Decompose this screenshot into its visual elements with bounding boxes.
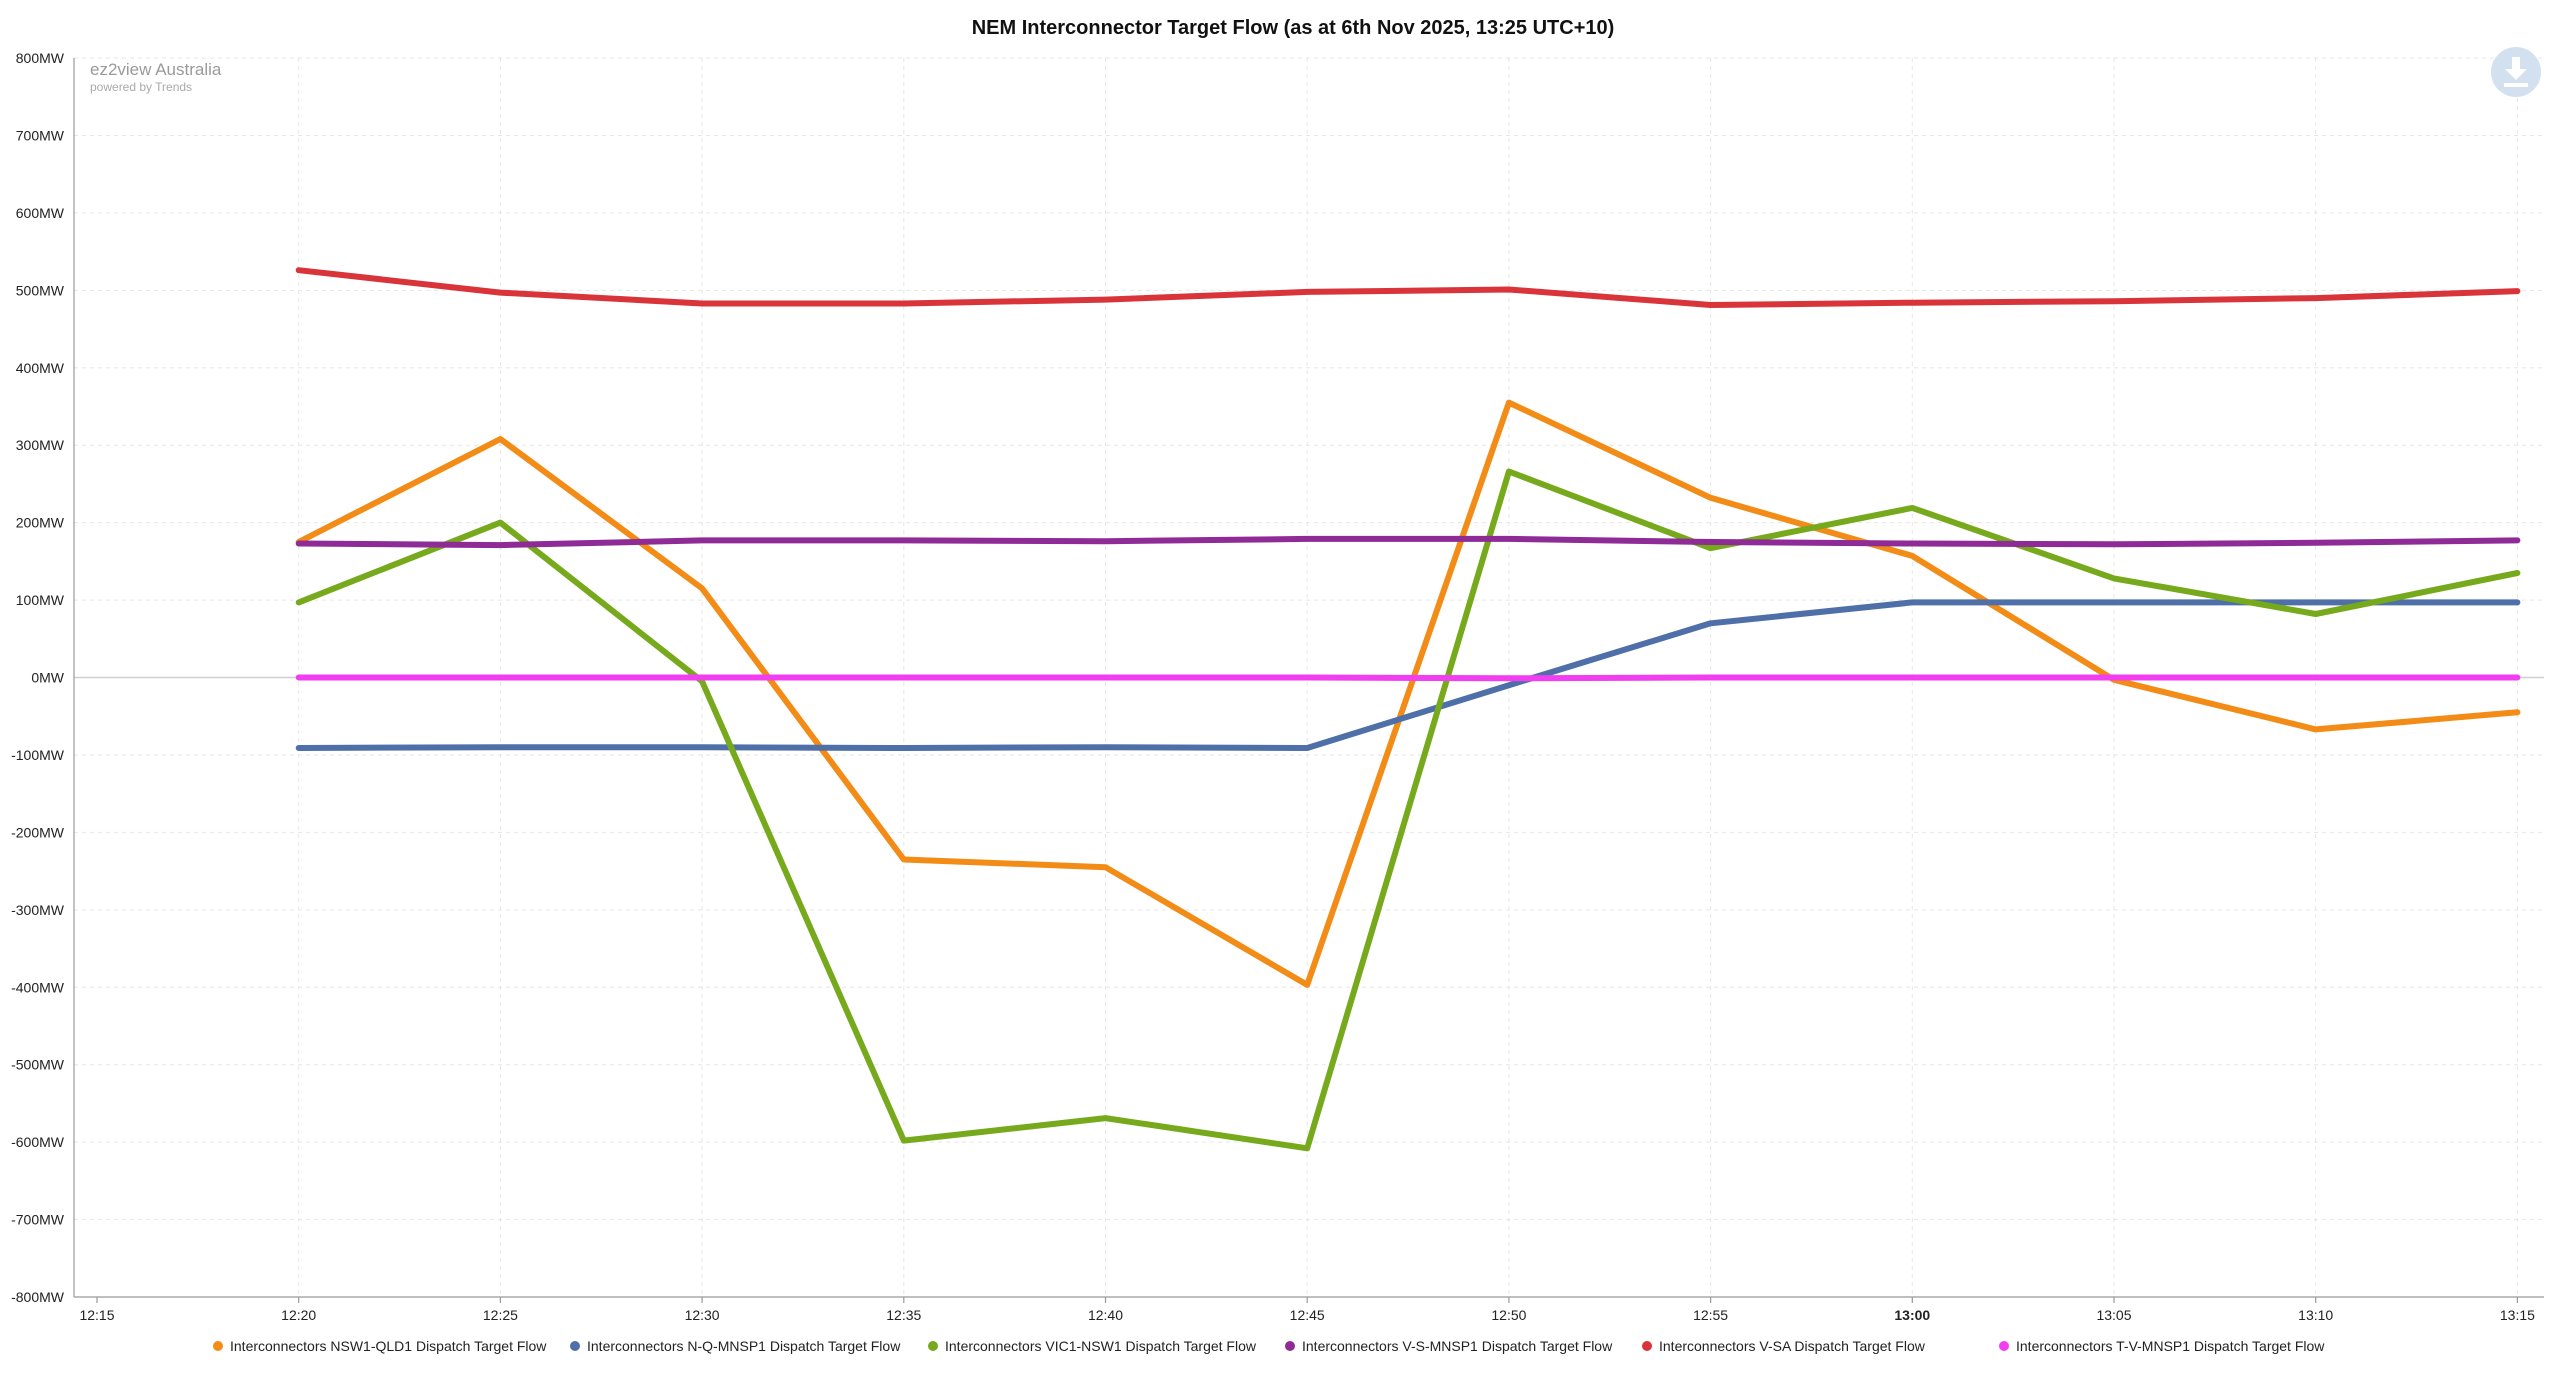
series-line-1 — [295, 399, 2521, 988]
y-tick-label: -600MW — [11, 1134, 65, 1150]
x-tick-label: 12:55 — [1693, 1307, 1728, 1323]
legend-item[interactable]: Interconnectors V-S-MNSP1 Dispatch Targe… — [1285, 1338, 1613, 1354]
x-tick-label: 12:50 — [1491, 1307, 1526, 1323]
y-tick-label: 300MW — [16, 437, 65, 453]
x-tick-label: 12:35 — [886, 1307, 921, 1323]
legend-label: Interconnectors N-Q-MNSP1 Dispatch Targe… — [587, 1338, 901, 1354]
x-tick-label: 12:15 — [79, 1307, 114, 1323]
legend-item[interactable]: Interconnectors V-SA Dispatch Target Flo… — [1642, 1338, 1926, 1354]
x-tick-label: 12:20 — [281, 1307, 316, 1323]
watermark: ez2view Australia powered by Trends — [90, 60, 222, 94]
series-line-5 — [295, 267, 2521, 308]
x-tick-label: 13:00 — [1894, 1307, 1930, 1323]
x-tick-label: 12:30 — [685, 1307, 720, 1323]
y-tick-label: -800MW — [11, 1289, 65, 1305]
y-tick-label: -700MW — [11, 1212, 65, 1228]
chart-title: NEM Interconnector Target Flow (as at 6t… — [972, 17, 1615, 39]
y-tick-label: 200MW — [16, 515, 65, 531]
y-tick-label: 0MW — [31, 670, 64, 686]
y-tick-label: 600MW — [16, 205, 65, 221]
legend-item[interactable]: Interconnectors NSW1-QLD1 Dispatch Targe… — [213, 1338, 547, 1354]
legend-marker — [928, 1341, 938, 1351]
legend-label: Interconnectors V-S-MNSP1 Dispatch Targe… — [1302, 1338, 1613, 1354]
legend-marker — [213, 1341, 223, 1351]
legend-marker — [570, 1341, 580, 1351]
y-tick-label: 800MW — [16, 50, 65, 66]
series-layer — [295, 267, 2521, 1152]
x-tick-label: 13:10 — [2298, 1307, 2333, 1323]
download-button[interactable] — [2491, 47, 2541, 97]
series-line-6 — [295, 674, 2521, 682]
x-tick-label: 13:15 — [2500, 1307, 2535, 1323]
y-tick-label: -100MW — [11, 747, 65, 763]
x-tick-label: 12:25 — [483, 1307, 518, 1323]
download-icon — [2504, 57, 2528, 87]
y-tick-label: -500MW — [11, 1057, 65, 1073]
x-tick-label: 13:05 — [2096, 1307, 2131, 1323]
legend-item[interactable]: Interconnectors T-V-MNSP1 Dispatch Targe… — [1999, 1338, 2325, 1354]
y-tick-label: 500MW — [16, 282, 65, 298]
axis-layer: 800MW 700MW 600MW 500MW 400MW 300MW 200MW 100MW… — [11, 50, 2544, 1323]
legend-label: Interconnectors T-V-MNSP1 Dispatch Targe… — [2016, 1338, 2325, 1354]
legend-marker — [1999, 1341, 2009, 1351]
y-tick-label: 400MW — [16, 360, 65, 376]
watermark-title: ez2view Australia — [90, 60, 222, 79]
y-tick-label: 700MW — [16, 127, 65, 143]
legend-label: Interconnectors NSW1-QLD1 Dispatch Targe… — [230, 1338, 547, 1354]
series-line-2 — [295, 599, 2521, 751]
series-line-3 — [295, 468, 2521, 1152]
watermark-subtitle: powered by Trends — [90, 80, 192, 94]
y-tick-label: -200MW — [11, 824, 65, 840]
legend-item[interactable]: Interconnectors N-Q-MNSP1 Dispatch Targe… — [570, 1338, 901, 1354]
y-tick-label: -300MW — [11, 902, 65, 918]
legend-label: Interconnectors V-SA Dispatch Target Flo… — [1659, 1338, 1926, 1354]
series-line-4 — [295, 535, 2521, 549]
legend: Interconnectors NSW1-QLD1 Dispatch Targe… — [213, 1338, 2325, 1354]
y-tick-label: 100MW — [16, 592, 65, 608]
x-tick-label: 12:40 — [1088, 1307, 1123, 1323]
legend-marker — [1642, 1341, 1652, 1351]
x-tick-label: 12:45 — [1290, 1307, 1325, 1323]
y-tick-label: -400MW — [11, 979, 65, 995]
legend-item[interactable]: Interconnectors VIC1-NSW1 Dispatch Targe… — [928, 1338, 1257, 1354]
legend-label: Interconnectors VIC1-NSW1 Dispatch Targe… — [945, 1338, 1257, 1354]
legend-marker — [1285, 1341, 1295, 1351]
